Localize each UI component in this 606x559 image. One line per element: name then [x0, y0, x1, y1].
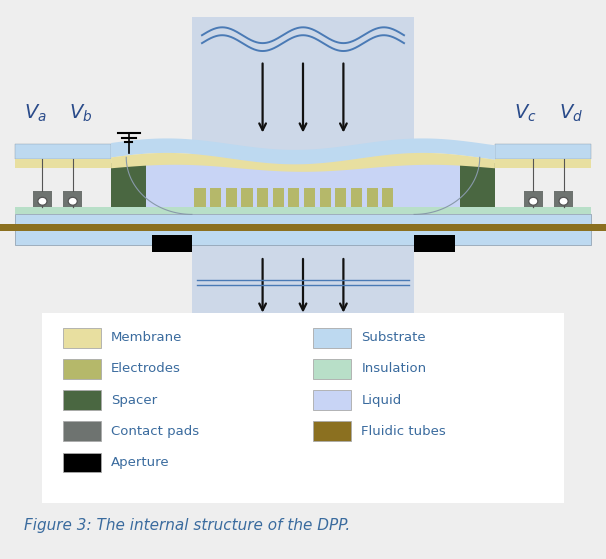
Bar: [367, 188, 378, 206]
Text: $V_a$: $V_a$: [24, 103, 47, 124]
Bar: [335, 188, 347, 206]
Bar: [273, 188, 284, 206]
Bar: [288, 188, 299, 206]
Text: Substrate: Substrate: [361, 331, 426, 344]
FancyBboxPatch shape: [63, 421, 101, 441]
FancyBboxPatch shape: [313, 359, 351, 379]
Text: $V_d$: $V_d$: [559, 103, 583, 124]
Bar: [459, 163, 495, 206]
Circle shape: [68, 197, 78, 205]
Text: Aperture: Aperture: [112, 456, 170, 469]
Polygon shape: [111, 139, 495, 164]
Bar: [210, 188, 221, 206]
FancyBboxPatch shape: [63, 359, 101, 379]
Text: Contact pads: Contact pads: [112, 425, 199, 438]
Bar: [320, 188, 331, 206]
Bar: [304, 188, 315, 206]
Bar: [111, 164, 495, 206]
Bar: [495, 159, 591, 168]
FancyBboxPatch shape: [313, 421, 351, 441]
FancyBboxPatch shape: [63, 390, 101, 410]
FancyBboxPatch shape: [63, 328, 101, 348]
Bar: [257, 188, 268, 206]
Bar: [192, 17, 414, 170]
Bar: [15, 159, 111, 168]
Text: $V_c$: $V_c$: [514, 103, 536, 124]
Text: Membrane: Membrane: [112, 331, 182, 344]
Text: Insulation: Insulation: [361, 362, 427, 376]
Bar: [111, 163, 147, 206]
Bar: [495, 144, 591, 159]
Text: Fluidic tubes: Fluidic tubes: [361, 425, 446, 438]
Bar: [241, 188, 253, 206]
Bar: [33, 191, 52, 206]
FancyBboxPatch shape: [313, 328, 351, 348]
FancyBboxPatch shape: [313, 390, 351, 410]
Bar: [63, 191, 82, 206]
Bar: [225, 188, 237, 206]
Text: $V_b$: $V_b$: [69, 103, 93, 124]
Text: Liquid: Liquid: [361, 394, 402, 406]
Circle shape: [38, 197, 47, 205]
Bar: [15, 215, 591, 245]
Bar: [15, 144, 111, 159]
Bar: [414, 235, 454, 252]
Text: Electrodes: Electrodes: [112, 362, 181, 376]
Polygon shape: [111, 153, 495, 172]
Text: Spacer: Spacer: [112, 394, 158, 406]
Circle shape: [528, 197, 538, 205]
Bar: [351, 188, 362, 206]
Bar: [524, 191, 543, 206]
Bar: [0, 224, 606, 231]
Bar: [382, 188, 393, 206]
Bar: [15, 206, 591, 215]
Bar: [195, 188, 205, 206]
Bar: [192, 230, 414, 324]
Bar: [554, 191, 573, 206]
Circle shape: [559, 197, 568, 205]
Text: Figure 3: The internal structure of the DPP.: Figure 3: The internal structure of the …: [24, 518, 350, 533]
FancyBboxPatch shape: [63, 453, 101, 472]
FancyBboxPatch shape: [35, 307, 571, 509]
Bar: [152, 235, 192, 252]
